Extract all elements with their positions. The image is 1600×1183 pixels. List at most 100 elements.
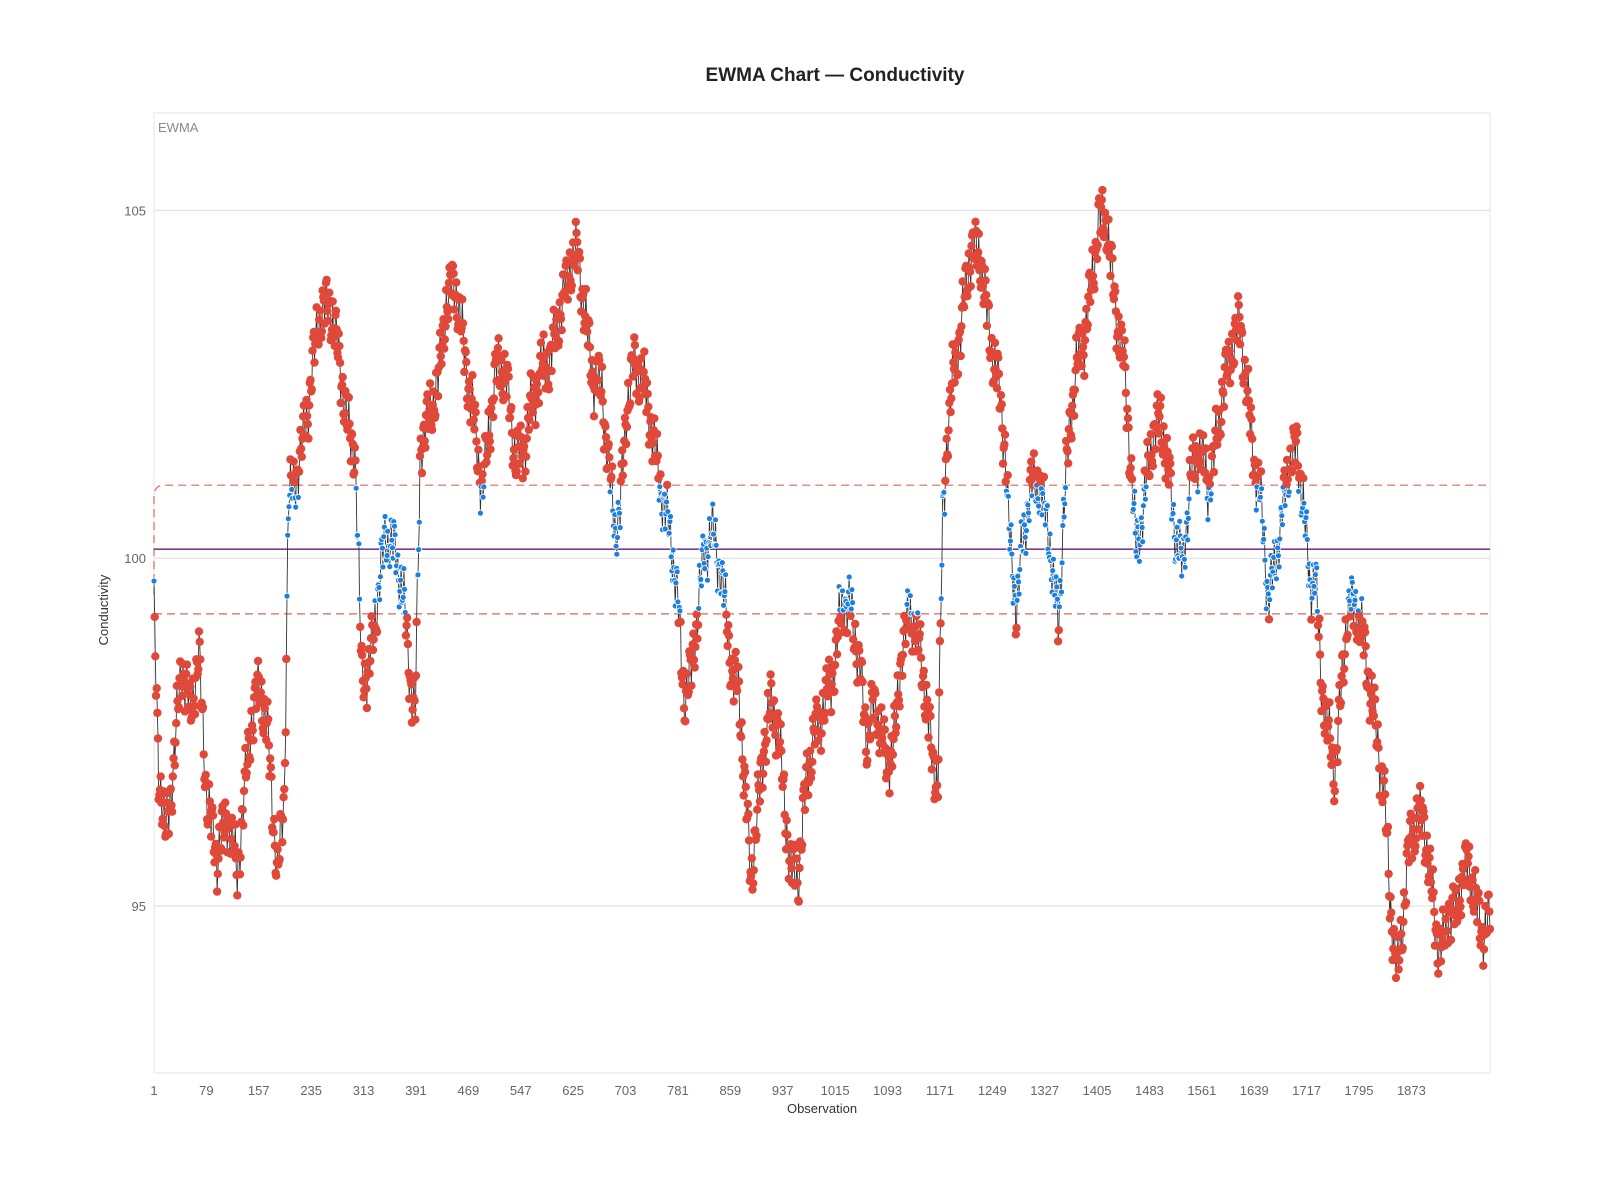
- data-point-in-control: [614, 534, 621, 541]
- data-point-out-of-control: [548, 323, 558, 332]
- data-point-out-of-control: [636, 354, 646, 363]
- data-point-out-of-control: [1106, 271, 1115, 281]
- data-point-out-of-control: [998, 459, 1008, 468]
- data-point-in-control: [1176, 517, 1184, 525]
- data-point-in-control: [1312, 571, 1319, 578]
- data-point-out-of-control: [366, 656, 375, 666]
- data-point-out-of-control: [1369, 711, 1379, 721]
- data-point-out-of-control: [914, 645, 923, 655]
- data-point-out-of-control: [502, 392, 511, 401]
- data-point-out-of-control: [656, 470, 665, 479]
- data-point-out-of-control: [459, 336, 468, 346]
- data-point-in-control: [616, 524, 624, 531]
- data-point-out-of-control: [922, 695, 932, 704]
- data-point-out-of-control: [916, 620, 925, 629]
- data-point-in-control: [1046, 530, 1054, 538]
- data-point-out-of-control: [1463, 859, 1473, 868]
- data-point-out-of-control: [1315, 614, 1324, 623]
- data-point-in-control: [1314, 607, 1321, 615]
- data-point-out-of-control: [691, 642, 700, 652]
- data-point-in-control: [1275, 552, 1282, 560]
- data-point-out-of-control: [516, 421, 525, 430]
- y-axis-title: Conductivity: [96, 574, 111, 645]
- data-point-out-of-control: [1070, 385, 1080, 395]
- data-point-out-of-control: [528, 408, 537, 417]
- data-point-out-of-control: [1244, 364, 1253, 374]
- data-point-out-of-control: [338, 372, 347, 382]
- data-point-out-of-control: [424, 413, 433, 423]
- data-point-in-control: [1177, 544, 1185, 552]
- data-point-in-control: [663, 498, 670, 506]
- data-point-in-control: [150, 577, 158, 585]
- data-point-in-control: [383, 552, 391, 559]
- data-point-in-control: [1008, 550, 1016, 558]
- data-point-out-of-control: [1293, 461, 1303, 470]
- data-point-in-control: [1275, 563, 1283, 571]
- data-point-out-of-control: [227, 834, 236, 844]
- data-point-out-of-control: [315, 306, 325, 315]
- data-point-out-of-control: [981, 276, 990, 285]
- data-point-in-control: [718, 559, 726, 566]
- data-point-in-control: [1351, 596, 1359, 604]
- data-point-out-of-control: [990, 338, 1000, 348]
- data-point-out-of-control: [208, 803, 217, 812]
- data-point-in-control: [400, 565, 408, 572]
- data-point-out-of-control: [1080, 336, 1090, 345]
- data-point-out-of-control: [996, 391, 1006, 400]
- y-tick-label: 95: [132, 899, 146, 914]
- data-point-out-of-control: [585, 343, 595, 352]
- data-point-out-of-control: [732, 686, 742, 696]
- data-point-in-control: [849, 599, 856, 606]
- data-point-out-of-control: [544, 385, 554, 394]
- data-point-out-of-control: [676, 617, 685, 627]
- data-point-out-of-control: [597, 362, 607, 372]
- data-point-out-of-control: [1399, 917, 1408, 927]
- data-point-out-of-control: [259, 729, 268, 738]
- data-point-in-control: [1185, 515, 1192, 522]
- data-point-out-of-control: [1097, 195, 1107, 204]
- data-point-in-control: [1058, 588, 1065, 596]
- data-point-out-of-control: [402, 621, 411, 630]
- data-point-out-of-control: [773, 709, 783, 718]
- data-point-in-control: [1311, 589, 1319, 597]
- data-point-out-of-control: [1411, 841, 1420, 851]
- data-point-out-of-control: [1360, 628, 1370, 637]
- data-point-out-of-control: [1053, 637, 1063, 646]
- data-point-out-of-control: [532, 380, 542, 389]
- data-point-out-of-control: [294, 467, 304, 476]
- data-point-out-of-control: [323, 306, 332, 316]
- data-point-in-control: [1060, 513, 1068, 521]
- data-point-out-of-control: [1425, 853, 1434, 862]
- data-point-out-of-control: [738, 755, 747, 764]
- data-point-out-of-control: [1080, 371, 1089, 381]
- data-point-out-of-control: [877, 733, 887, 743]
- data-point-out-of-control: [1325, 734, 1335, 743]
- data-point-out-of-control: [885, 789, 894, 798]
- data-point-in-control: [1278, 512, 1286, 520]
- data-point-in-control: [1269, 584, 1276, 592]
- data-point-out-of-control: [539, 330, 548, 339]
- data-point-out-of-control: [359, 693, 368, 702]
- data-point-out-of-control: [425, 379, 435, 388]
- data-point-out-of-control: [858, 677, 867, 687]
- data-point-out-of-control: [925, 702, 934, 712]
- data-point-out-of-control: [755, 797, 765, 806]
- data-point-in-control: [1130, 500, 1138, 507]
- data-point-out-of-control: [795, 863, 804, 873]
- data-point-out-of-control: [888, 762, 897, 771]
- data-point-in-control: [1181, 563, 1189, 571]
- data-point-in-control: [1061, 500, 1069, 508]
- data-point-out-of-control: [846, 611, 855, 621]
- data-point-out-of-control: [898, 671, 907, 680]
- data-point-out-of-control: [1244, 396, 1254, 405]
- data-point-in-control: [938, 561, 946, 569]
- data-point-in-control: [1014, 572, 1022, 580]
- data-point-out-of-control: [358, 650, 367, 660]
- data-point-out-of-control: [724, 631, 734, 640]
- data-point-out-of-control: [505, 413, 515, 422]
- data-point-out-of-control: [169, 754, 178, 763]
- data-point-out-of-control: [1401, 898, 1411, 907]
- data-point-out-of-control: [556, 314, 566, 323]
- data-point-out-of-control: [1145, 471, 1154, 481]
- data-point-out-of-control: [723, 641, 732, 651]
